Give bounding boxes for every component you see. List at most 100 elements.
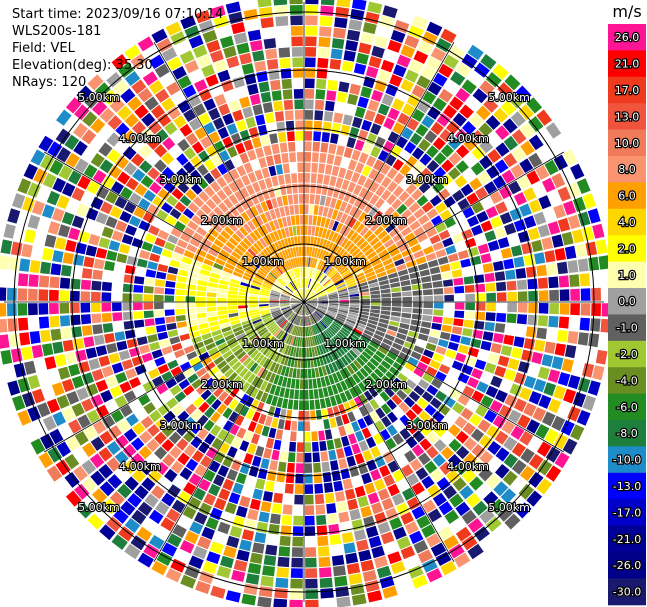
velocity-gate: [246, 359, 255, 370]
velocity-gate: [370, 146, 381, 158]
velocity-gate: [95, 247, 108, 259]
velocity-gate: [383, 238, 395, 248]
velocity-gate: [582, 193, 596, 209]
velocity-gate: [273, 374, 280, 385]
velocity-gate: [362, 449, 373, 462]
velocity-gate: [405, 409, 417, 421]
velocity-gate: [204, 377, 215, 388]
velocity-gate: [126, 338, 138, 349]
velocity-gate: [368, 316, 379, 322]
velocity-gate: [448, 438, 462, 452]
velocity-gate: [61, 407, 76, 422]
velocity-gate: [463, 452, 478, 467]
velocity-gate: [419, 269, 431, 277]
velocity-gate: [519, 387, 532, 401]
velocity-gate: [435, 202, 447, 214]
velocity-gate: [497, 506, 514, 522]
velocity-gate: [467, 347, 480, 358]
velocity-gate: [358, 338, 368, 347]
velocity-gate: [112, 312, 123, 322]
velocity-gate: [339, 267, 349, 275]
velocity-gate: [91, 291, 101, 302]
velocity-gate: [433, 295, 444, 302]
velocity-gate: [371, 337, 382, 346]
velocity-gate: [401, 127, 414, 140]
velocity-gate: [313, 131, 322, 142]
velocity-gate: [306, 305, 312, 314]
velocity-gate: [380, 163, 391, 175]
velocity-gate: [415, 467, 429, 481]
velocity-gate: [461, 364, 474, 376]
velocity-gate: [38, 289, 49, 301]
velocity-gate: [399, 164, 411, 176]
velocity-gate: [301, 305, 304, 316]
velocity-gate: [238, 305, 248, 309]
velocity-gate: [461, 79, 477, 95]
velocity-gate: [409, 220, 421, 231]
velocity-gate: [354, 430, 365, 442]
velocity-gate: [236, 351, 247, 360]
velocity-gate: [329, 325, 338, 334]
velocity-gate: [362, 142, 373, 155]
velocity-gate: [313, 462, 322, 473]
velocity-gate: [337, 286, 347, 291]
velocity-gate: [295, 305, 302, 313]
velocity-gate: [134, 276, 145, 285]
velocity-gate: [463, 137, 478, 152]
velocity-gate: [318, 295, 328, 299]
velocity-gate: [314, 99, 325, 110]
velocity-gate: [362, 264, 372, 272]
velocity-gate: [308, 302, 318, 304]
velocity-gate: [316, 356, 321, 367]
velocity-gate: [559, 289, 570, 301]
velocity-gate: [404, 450, 417, 463]
velocity-gate: [183, 416, 196, 429]
velocity-gate: [336, 91, 348, 103]
velocity-gate: [80, 279, 92, 290]
velocity-gate: [363, 515, 376, 528]
velocity-gate: [341, 60, 354, 72]
velocity-gate: [277, 330, 285, 340]
velocity-gate: [389, 227, 400, 238]
velocity-gate: [306, 305, 313, 313]
velocity-gate: [281, 320, 289, 329]
velocity-gate: [335, 415, 344, 427]
velocity-gate: [185, 458, 199, 472]
velocity-gate: [391, 292, 402, 297]
velocity-gate: [380, 59, 395, 73]
velocity-gate: [361, 165, 372, 177]
velocity-gate: [238, 308, 249, 312]
velocity-gate: [384, 386, 395, 398]
velocity-gate: [439, 128, 453, 143]
velocity-gate: [369, 341, 380, 350]
velocity-gate: [321, 331, 329, 341]
velocity-gate: [295, 326, 299, 336]
velocity-gate: [497, 82, 514, 98]
velocity-gate: [299, 316, 302, 326]
velocity-gate: [325, 265, 333, 275]
velocity-gate: [73, 254, 85, 266]
velocity-gate: [471, 444, 486, 458]
velocity-gate: [385, 223, 396, 233]
velocity-gate: [450, 71, 466, 86]
velocity-gate: [340, 468, 351, 480]
velocity-gate: [274, 385, 281, 397]
velocity-gate: [412, 574, 428, 589]
velocity-gate: [358, 405, 368, 417]
velocity-gate: [329, 302, 339, 304]
velocity-gate: [557, 372, 571, 387]
velocity-gate: [443, 485, 457, 500]
velocity-gate: [239, 314, 250, 319]
velocity-gate: [526, 97, 543, 114]
velocity-gate: [318, 36, 331, 48]
velocity-gate: [291, 557, 303, 568]
velocity-gate: [38, 452, 54, 469]
velocity-gate: [348, 399, 358, 410]
velocity-gate: [439, 461, 453, 476]
velocity-gate: [190, 422, 202, 435]
velocity-gate: [269, 302, 279, 304]
velocity-gate: [312, 378, 318, 389]
velocity-gate: [342, 114, 353, 126]
colorbar-tick-label: -10.0: [613, 454, 641, 467]
velocity-gate: [354, 162, 365, 174]
